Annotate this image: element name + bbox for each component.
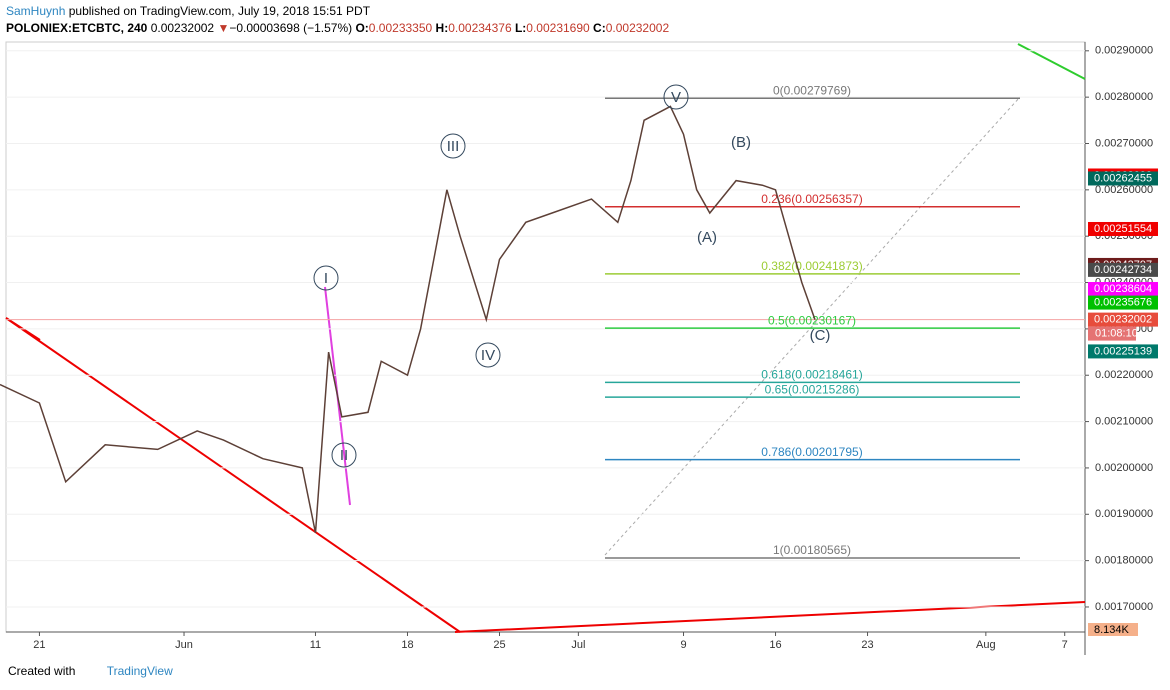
price-badge	[1088, 312, 1158, 327]
x-tick-label: 21	[33, 639, 45, 651]
wave-label: (C)	[810, 327, 831, 344]
price-badge-label: 0.00235676	[1094, 296, 1152, 308]
trend-line	[1017, 43, 1086, 80]
wave-circle	[663, 84, 689, 110]
y-tick-label: 0.00260000	[1095, 184, 1153, 196]
l: 0.00231690	[526, 21, 590, 35]
x-tick-label: Aug	[976, 639, 996, 651]
x-tick-label: 23	[861, 639, 873, 651]
wave-label: IV	[481, 347, 495, 364]
footer: Created with TradingView	[8, 664, 173, 678]
fib-label: 0(0.00279769)	[773, 83, 851, 97]
price-badge	[1088, 262, 1158, 277]
fib-label: 0.65(0.00215286)	[765, 382, 860, 396]
volume-badge	[1088, 623, 1138, 636]
x-tick-label: 25	[493, 639, 505, 651]
h-label: H:	[435, 21, 449, 35]
price-badge-label: 0.00238604	[1094, 283, 1152, 295]
countdown-badge	[1088, 326, 1136, 341]
y-tick-label: 0.00200000	[1095, 462, 1153, 474]
h: 0.00234376	[448, 21, 512, 35]
y-tick-label: 0.00210000	[1095, 415, 1153, 427]
fib-label: 0.5(0.00230167)	[768, 313, 856, 327]
publish-line: SamHuynh published on TradingView.com, J…	[6, 3, 669, 20]
y-tick-label: 0.00190000	[1095, 508, 1153, 520]
x-tick-label: 18	[401, 639, 413, 651]
l-label: L:	[514, 21, 527, 35]
author[interactable]: SamHuynh	[6, 4, 66, 18]
plot-frame	[5, 41, 1086, 633]
price-badge-label: 0.00242734	[1094, 264, 1152, 276]
fib-label: 0.786(0.00201795)	[761, 445, 862, 459]
published: published on TradingView.com, July 19, 2…	[68, 4, 371, 18]
x-tick-label: 11	[310, 639, 321, 651]
wave-label: I	[324, 270, 328, 287]
wave-circle	[313, 265, 339, 291]
volume-label: 8.134K	[1094, 624, 1130, 636]
y-tick-label: 0.00280000	[1095, 91, 1153, 103]
fib-diagonal	[604, 96, 1021, 556]
fib-label: 0.236(0.00256357)	[761, 192, 862, 206]
price-badge	[1088, 344, 1158, 359]
price-badge-label: 0.00232002	[1094, 314, 1152, 326]
wave-label: (A)	[697, 229, 717, 246]
change: −0.00003698 (−1.57%)	[229, 21, 353, 35]
fib-label: 0.382(0.00241873)	[761, 259, 862, 273]
header: SamHuynh published on TradingView.com, J…	[6, 3, 669, 37]
price-line	[0, 105, 816, 533]
y-tick-label: 0.00170000	[1095, 601, 1153, 613]
wave-circle	[331, 442, 357, 468]
price-badge	[1088, 295, 1158, 310]
price-badge-label: 0.00225139	[1094, 345, 1152, 357]
o: 0.00233350	[368, 21, 433, 35]
price-badge	[1088, 221, 1158, 236]
wave-label: (B)	[731, 134, 751, 151]
symbol: POLONIEX:ETCBTC, 240	[6, 21, 148, 35]
c-label: C:	[593, 21, 606, 35]
fib-label: 0.618(0.00218461)	[761, 368, 862, 382]
wave-label: V	[671, 89, 681, 106]
brand[interactable]: TradingView	[106, 664, 173, 678]
x-tick-label: Jul	[571, 639, 585, 651]
x-tick-label: Jun	[175, 639, 193, 651]
x-tick-label: 7	[1062, 639, 1068, 651]
y-tick-label: 0.00220000	[1095, 369, 1153, 381]
trend-line	[5, 317, 461, 633]
price-badge	[1088, 282, 1158, 297]
ohlc-line: POLONIEX:ETCBTC, 240 0.00232002 ▼−0.0000…	[6, 20, 669, 37]
fib-label: 1(0.00180565)	[773, 543, 851, 557]
price-badge-label: 0.00251554	[1094, 223, 1152, 235]
x-tick-label: 16	[769, 639, 781, 651]
arrow: ▼	[217, 21, 230, 35]
price: 0.00232002	[150, 21, 215, 35]
y-tick-label: 0.00290000	[1095, 45, 1153, 57]
y-tick-label: 0.00270000	[1095, 137, 1153, 149]
countdown: 01:08:10	[1095, 328, 1138, 340]
wave-circle	[475, 342, 501, 368]
wave-label: III	[447, 138, 460, 155]
price-badge-label: 0.00262455	[1094, 172, 1152, 184]
y-tick-label: 0.00180000	[1095, 555, 1153, 567]
o-label: O:	[355, 21, 369, 35]
marks: 0.00170000 0.00180000 0.00190000 0.00200000…	[0, 45, 1158, 651]
x-tick-label: 9	[680, 639, 686, 651]
wave-label: II	[340, 447, 348, 464]
wave-circle	[440, 133, 466, 159]
c: 0.00232002	[605, 21, 670, 35]
price-badge	[1088, 171, 1158, 186]
created: Created with	[8, 664, 76, 678]
